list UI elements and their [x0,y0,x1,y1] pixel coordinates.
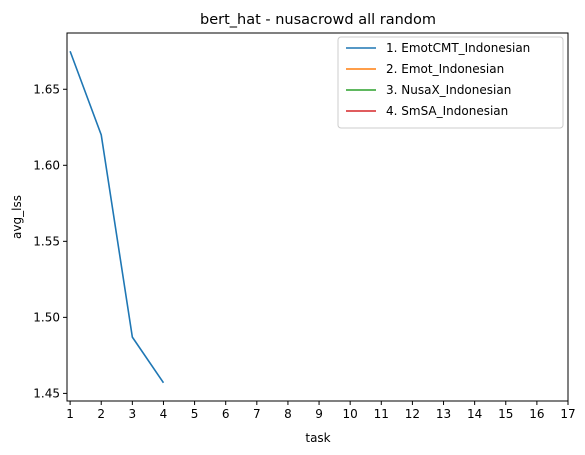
x-tick-label: 4 [160,407,168,421]
x-tick-label: 2 [97,407,105,421]
x-tick-label: 7 [253,407,261,421]
x-tick-label: 14 [467,407,482,421]
x-tick-label: 1 [66,407,74,421]
x-tick-label: 8 [284,407,292,421]
y-tick-label: 1.50 [33,310,60,324]
x-tick-label: 10 [343,407,358,421]
y-axis-label: avg_lss [10,195,24,239]
x-tick-label: 13 [436,407,451,421]
chart-title: bert_hat - nusacrowd all random [200,12,436,28]
legend-label: 1. EmotCMT_Indonesian [386,41,530,55]
x-tick-label: 12 [405,407,420,421]
x-axis-label: task [305,431,330,445]
legend-label: 2. Emot_Indonesian [386,62,504,76]
plot-area-frame [66,32,569,402]
y-tick-label: 1.60 [33,158,60,172]
x-tick-label: 17 [560,407,575,421]
x-tick-label: 6 [222,407,230,421]
y-tick-label: 1.65 [33,82,60,96]
legend-label: 4. SmSA_Indonesian [386,104,508,118]
x-tick-label: 16 [529,407,544,421]
x-tick-label: 9 [315,407,323,421]
legend-label: 3. NusaX_Indonesian [386,83,511,97]
x-tick-label: 11 [374,407,389,421]
x-tick-label: 15 [498,407,513,421]
y-tick-label: 1.45 [33,386,60,400]
x-tick-label: 5 [191,407,199,421]
series-line [69,50,165,384]
legend-box [337,36,564,129]
y-tick-label: 1.55 [33,234,60,248]
x-tick-label: 3 [129,407,137,421]
